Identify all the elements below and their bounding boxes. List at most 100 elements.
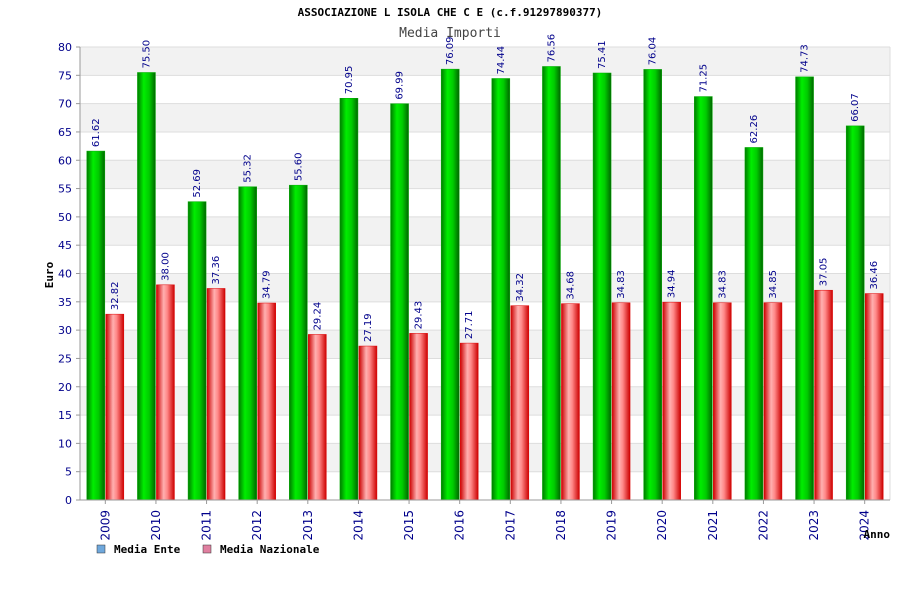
chart-subtitle: Media Importi <box>399 26 501 41</box>
x-tick-label: 2024 <box>858 510 872 541</box>
bar-media-ente-2013 <box>289 184 308 501</box>
legend-swatch-media-nazionale <box>202 544 212 554</box>
value-labels: 61.62 32.82 75.50 38.00 52.69 37.36 55.32 34.79… <box>91 34 880 342</box>
value-label-media-ente-2023: 74.73 <box>800 44 811 73</box>
value-label-media-ente-2009: 61.62 <box>91 118 102 147</box>
x-tick-label: 2010 <box>149 510 163 541</box>
y-axis: 0 5 10 15 20 25 30 35 40 45 50 55 60 65 70 75 80 <box>58 41 81 507</box>
bar-media-nazionale-2020 <box>662 301 681 501</box>
bar-media-nazionale-2019 <box>611 302 631 501</box>
value-label-media-nazionale-2021: 34.83 <box>717 270 728 299</box>
chart-title: ASSOCIAZIONE L ISOLA CHE C E (c.f.912978… <box>298 6 603 19</box>
x-tick-label: 2023 <box>807 510 821 541</box>
y-tick-label: 55 <box>58 183 72 196</box>
bar-media-ente-2018 <box>542 66 561 501</box>
bar-media-ente-2023 <box>795 76 814 501</box>
value-label-media-ente-2013: 55.60 <box>293 153 304 182</box>
x-tick-label: 2016 <box>453 510 467 541</box>
bar-media-nazionale-2021 <box>713 302 732 501</box>
value-label-media-nazionale-2015: 29.43 <box>414 301 425 330</box>
bar-media-ente-2019 <box>592 72 612 501</box>
grid-band <box>80 103 890 132</box>
y-tick-label: 75 <box>58 69 72 82</box>
bar-media-nazionale-2023 <box>814 289 833 501</box>
value-label-media-nazionale-2022: 34.85 <box>768 270 779 299</box>
y-tick-label: 25 <box>58 352 72 365</box>
legend-label-media-ente: Media Ente <box>114 543 181 556</box>
value-label-media-nazionale-2013: 29.24 <box>312 302 323 331</box>
bar-media-ente-2010 <box>137 72 156 501</box>
value-label-media-nazionale-2017: 34.32 <box>515 273 526 302</box>
bar-media-nazionale-2010 <box>156 284 175 501</box>
x-tick-label: 2011 <box>200 510 214 541</box>
x-tick-label: 2020 <box>655 510 669 541</box>
bar-media-nazionale-2014 <box>358 345 378 501</box>
bar-media-nazionale-2009 <box>105 313 125 501</box>
bars <box>86 66 884 501</box>
bar-media-ente-2021 <box>694 96 713 501</box>
value-label-media-ente-2024: 66.07 <box>850 93 861 122</box>
bar-media-ente-2016 <box>440 68 460 501</box>
value-label-media-ente-2015: 69.99 <box>395 71 406 100</box>
y-tick-label: 0 <box>65 494 72 507</box>
y-tick-label: 60 <box>58 154 72 167</box>
y-tick-label: 35 <box>58 296 72 309</box>
x-tick-label: 2019 <box>605 510 619 541</box>
bar-media-nazionale-2017 <box>510 305 530 501</box>
y-tick-label: 70 <box>58 98 72 111</box>
value-label-media-nazionale-2010: 38.00 <box>160 252 171 281</box>
y-tick-label: 50 <box>58 211 72 224</box>
value-label-media-nazionale-2011: 37.36 <box>211 256 222 285</box>
value-label-media-nazionale-2023: 37.05 <box>819 258 830 287</box>
bar-media-nazionale-2022 <box>763 302 783 501</box>
x-axis-title: Anno <box>864 528 891 541</box>
value-label-media-nazionale-2012: 34.79 <box>262 270 273 299</box>
value-label-media-ente-2016: 76.09 <box>445 36 456 65</box>
bar-media-nazionale-2015 <box>409 333 428 501</box>
value-label-media-ente-2010: 75.50 <box>141 40 152 69</box>
y-tick-label: 30 <box>58 324 72 337</box>
x-tick-label: 2021 <box>706 510 720 541</box>
value-label-media-ente-2022: 62.26 <box>749 115 760 144</box>
bar-media-ente-2011 <box>187 201 207 501</box>
x-tick-label: 2022 <box>756 510 770 541</box>
legend-swatch-media-ente <box>96 544 106 554</box>
bar-media-ente-2015 <box>390 103 409 501</box>
value-label-media-ente-2017: 74.44 <box>496 46 507 75</box>
legend: Media Ente Media Nazionale <box>96 543 320 556</box>
bar-media-ente-2014 <box>339 97 359 501</box>
y-tick-label: 40 <box>58 268 72 281</box>
value-label-media-ente-2021: 71.25 <box>698 64 709 93</box>
bar-media-nazionale-2024 <box>864 293 884 501</box>
x-tick-label: 2017 <box>503 510 517 541</box>
y-tick-label: 45 <box>58 239 72 252</box>
legend-label-media-nazionale: Media Nazionale <box>220 543 320 556</box>
bar-media-nazionale-2013 <box>308 334 327 501</box>
bar-media-ente-2009 <box>86 150 106 501</box>
value-label-media-nazionale-2014: 27.19 <box>363 313 374 342</box>
bar-media-ente-2022 <box>744 147 764 501</box>
value-label-media-nazionale-2024: 36.46 <box>869 261 880 290</box>
grid-band <box>80 47 890 76</box>
value-label-media-ente-2019: 75.41 <box>597 40 608 69</box>
value-label-media-ente-2012: 55.32 <box>243 154 254 183</box>
y-tick-label: 80 <box>58 41 72 54</box>
value-label-media-nazionale-2016: 27.71 <box>464 310 475 339</box>
y-tick-label: 20 <box>58 381 72 394</box>
x-tick-label: 2009 <box>98 510 112 541</box>
y-tick-label: 5 <box>65 466 72 479</box>
value-label-media-ente-2014: 70.95 <box>344 66 355 95</box>
x-tick-label: 2014 <box>351 510 365 541</box>
bar-media-ente-2024 <box>845 125 865 501</box>
bar-media-nazionale-2016 <box>459 342 479 501</box>
bar-media-ente-2020 <box>643 69 662 501</box>
x-axis: 2009 2010 2011 2012 2013 2014 2015 2016 2017 2018… <box>80 499 890 541</box>
x-tick-label: 2013 <box>301 510 315 541</box>
y-tick-label: 10 <box>58 437 72 450</box>
value-label-media-ente-2011: 52.69 <box>192 169 203 198</box>
x-tick-label: 2015 <box>402 510 416 541</box>
bar-media-ente-2017 <box>491 78 511 501</box>
bar-media-nazionale-2018 <box>561 303 580 501</box>
bar-media-nazionale-2012 <box>257 302 276 501</box>
